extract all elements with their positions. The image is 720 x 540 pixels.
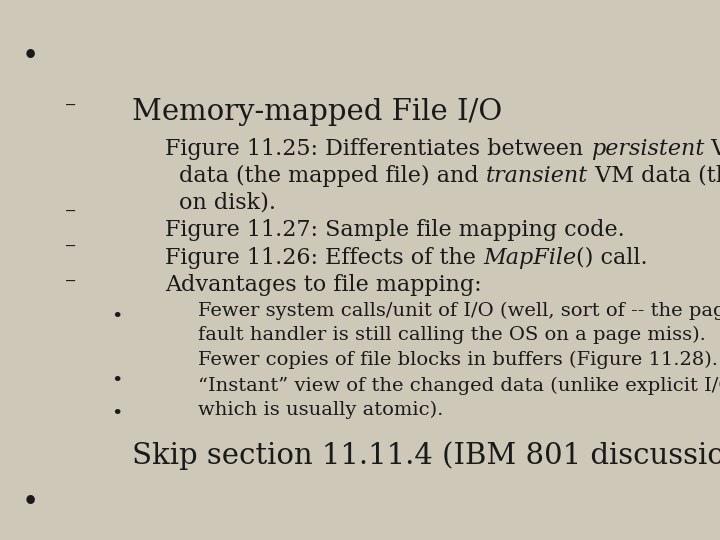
Text: transient: transient	[486, 165, 588, 187]
Text: Fewer system calls/unit of I/O (well, sort of -- the page: Fewer system calls/unit of I/O (well, so…	[198, 302, 720, 320]
Text: VM: VM	[704, 138, 720, 159]
Text: data (the mapped file) and: data (the mapped file) and	[179, 165, 486, 187]
Text: fault handler is still calling the OS on a page miss).: fault handler is still calling the OS on…	[198, 326, 706, 344]
Text: Memory-mapped File I/O: Memory-mapped File I/O	[132, 98, 502, 126]
Text: Fewer copies of file blocks in buffers (Figure 11.28).: Fewer copies of file blocks in buffers (…	[198, 351, 718, 369]
Text: •: •	[22, 43, 39, 71]
Text: on disk).: on disk).	[179, 192, 276, 214]
Text: Figure 11.27: Sample file mapping code.: Figure 11.27: Sample file mapping code.	[166, 219, 625, 241]
Text: “Instant” view of the changed data (unlike explicit I/O,: “Instant” view of the changed data (unli…	[198, 377, 720, 395]
Text: Figure 11.26: Effects of the: Figure 11.26: Effects of the	[166, 246, 483, 268]
Text: –: –	[65, 201, 76, 223]
Text: –: –	[65, 271, 76, 293]
Text: which is usually atomic).: which is usually atomic).	[198, 401, 443, 419]
Text: MapFile: MapFile	[483, 246, 577, 268]
Text: •: •	[22, 489, 39, 517]
Text: Advantages to file mapping:: Advantages to file mapping:	[166, 274, 482, 295]
Text: –: –	[65, 94, 76, 117]
Text: •: •	[112, 405, 123, 423]
Text: •: •	[112, 308, 123, 326]
Text: VM data (the file: VM data (the file	[588, 165, 720, 187]
Text: Skip section 11.11.4 (IBM 801 discussion).: Skip section 11.11.4 (IBM 801 discussion…	[132, 441, 720, 470]
Text: () call.: () call.	[577, 246, 648, 268]
Text: –: –	[65, 236, 76, 258]
Text: •: •	[112, 372, 123, 389]
Text: persistent: persistent	[590, 138, 704, 159]
Text: Figure 11.25: Differentiates between: Figure 11.25: Differentiates between	[166, 138, 590, 159]
